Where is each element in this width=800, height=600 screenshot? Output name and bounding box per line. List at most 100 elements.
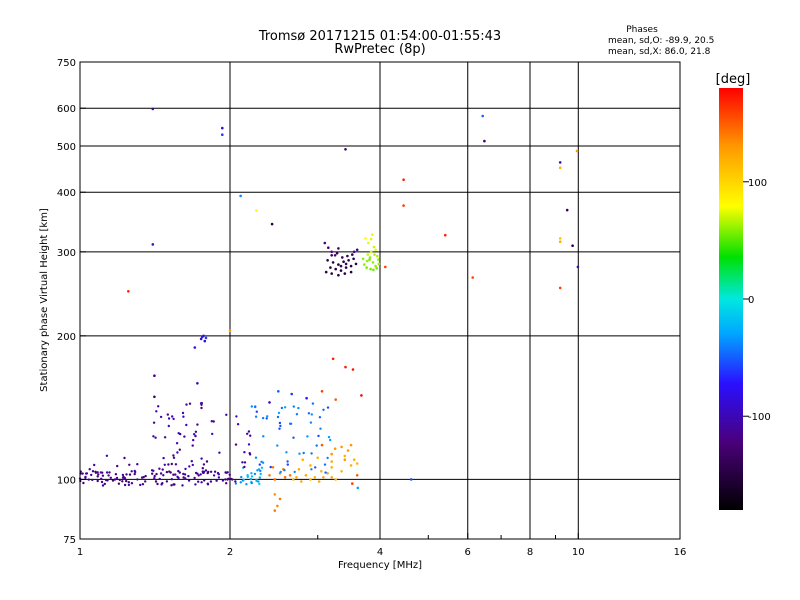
trace-point bbox=[107, 474, 110, 477]
data-point bbox=[295, 476, 298, 479]
trace-point bbox=[193, 476, 196, 480]
cluster-point bbox=[167, 424, 170, 428]
trace-point bbox=[188, 465, 191, 468]
trace-point bbox=[130, 482, 134, 485]
data-point bbox=[352, 257, 355, 261]
trace-point bbox=[199, 473, 202, 476]
data-point bbox=[356, 486, 360, 490]
trace-point bbox=[170, 478, 174, 481]
trace-point bbox=[258, 476, 262, 479]
data-point bbox=[320, 443, 324, 447]
data-point bbox=[288, 474, 292, 477]
data-point bbox=[196, 382, 199, 385]
data-point bbox=[297, 468, 301, 471]
trace-point bbox=[153, 477, 156, 480]
data-point bbox=[239, 194, 242, 198]
data-point bbox=[337, 263, 340, 266]
trace-point bbox=[177, 476, 180, 480]
cluster-point bbox=[307, 412, 311, 415]
data-point bbox=[304, 474, 308, 477]
data-point bbox=[309, 478, 312, 481]
trace-point bbox=[162, 474, 165, 477]
trace-point bbox=[101, 474, 105, 477]
cluster-point bbox=[254, 456, 258, 459]
data-point bbox=[558, 286, 562, 290]
data-point bbox=[340, 445, 343, 449]
cluster-point bbox=[286, 463, 289, 466]
cluster-point bbox=[278, 421, 282, 425]
cluster-point bbox=[278, 427, 281, 430]
data-point bbox=[334, 398, 338, 401]
y-tick-label: 400 bbox=[57, 188, 76, 199]
trace-point bbox=[242, 478, 245, 481]
trace-point bbox=[183, 473, 187, 476]
cluster-point bbox=[155, 410, 158, 413]
trace-point bbox=[250, 472, 253, 475]
data-point bbox=[558, 166, 562, 170]
trace-point bbox=[103, 482, 107, 486]
trace-point bbox=[158, 467, 161, 470]
trace-point bbox=[156, 482, 159, 486]
data-point bbox=[365, 266, 368, 269]
trace-point bbox=[200, 481, 203, 484]
trace-point bbox=[168, 470, 171, 473]
cluster-point bbox=[310, 413, 313, 416]
data-point bbox=[402, 204, 405, 207]
cluster-point bbox=[322, 408, 325, 411]
trace-point bbox=[234, 482, 238, 485]
data-point bbox=[346, 449, 350, 452]
trace-point bbox=[108, 471, 111, 474]
data-point bbox=[330, 254, 334, 257]
data-point bbox=[339, 264, 343, 268]
data-point bbox=[255, 209, 258, 212]
data-point bbox=[374, 248, 377, 252]
cluster-point bbox=[241, 461, 244, 464]
trace-point bbox=[123, 456, 126, 460]
trace-point bbox=[127, 483, 131, 487]
data-point bbox=[330, 250, 334, 254]
trace-point bbox=[204, 469, 208, 472]
trace-point bbox=[217, 476, 221, 479]
data-point bbox=[344, 365, 347, 369]
trace-point bbox=[93, 463, 96, 467]
data-point bbox=[334, 478, 338, 481]
cluster-point bbox=[236, 423, 240, 426]
trace-point bbox=[257, 480, 260, 483]
data-point bbox=[337, 247, 340, 250]
data-point bbox=[376, 254, 379, 258]
data-point bbox=[354, 262, 358, 266]
trace-point bbox=[216, 471, 220, 475]
trace-point bbox=[181, 484, 184, 487]
data-point bbox=[575, 149, 579, 153]
data-point bbox=[377, 262, 381, 266]
data-point bbox=[352, 458, 356, 462]
data-point bbox=[341, 256, 344, 259]
x-axis-label: Frequency [MHz] bbox=[338, 560, 422, 571]
data-point bbox=[340, 470, 343, 473]
cluster-point bbox=[315, 444, 318, 447]
cluster-point bbox=[319, 427, 322, 430]
trace-point bbox=[133, 472, 136, 476]
data-point bbox=[330, 466, 334, 469]
trace-point bbox=[258, 482, 261, 486]
trace-point bbox=[94, 470, 97, 473]
cluster-point bbox=[289, 422, 292, 425]
data-point bbox=[349, 464, 353, 467]
cluster-point bbox=[157, 405, 160, 408]
cluster-point bbox=[167, 417, 171, 420]
y-tick-label: 100 bbox=[57, 475, 76, 486]
x-tick-label: 6 bbox=[465, 547, 471, 558]
data-point bbox=[558, 161, 562, 164]
trace-point bbox=[85, 472, 88, 475]
grid-lines bbox=[80, 62, 680, 539]
cluster-point bbox=[163, 436, 167, 439]
cluster-point bbox=[323, 463, 327, 466]
trace-point bbox=[115, 476, 119, 480]
trace-point bbox=[178, 471, 181, 474]
data-point bbox=[151, 107, 155, 111]
data-point bbox=[273, 478, 277, 481]
cluster-point bbox=[293, 470, 296, 474]
data-point bbox=[153, 374, 156, 378]
cluster-point bbox=[212, 420, 215, 423]
data-point bbox=[228, 329, 232, 333]
